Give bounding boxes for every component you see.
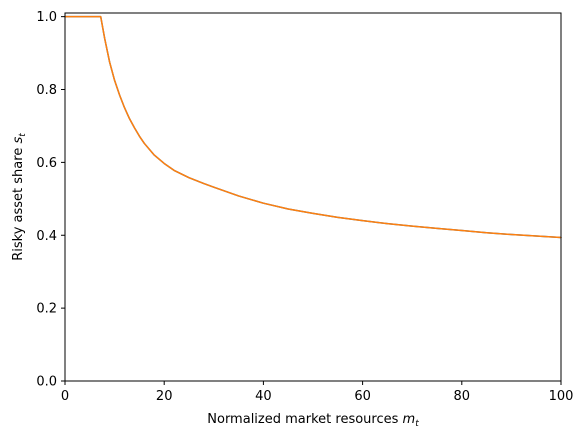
- y-axis-label: Risky asset share st: [11, 133, 28, 261]
- series-line-1: [64, 15, 562, 239]
- y-tick-label: 0.2: [36, 302, 57, 317]
- axes-frame: [64, 12, 562, 382]
- x-axis: 0 20 40 60 80 100: [61, 381, 574, 404]
- y-axis: 0.0 0.2 0.4 0.6 0.8 1.0: [36, 10, 65, 390]
- y-tick-label: 0.8: [36, 83, 57, 98]
- x-tick-label: 80: [454, 389, 471, 404]
- x-tick-label: 60: [354, 389, 371, 404]
- y-tick-label: 0.0: [36, 375, 57, 390]
- x-axis-label-text: Normalized market resources: [207, 412, 402, 427]
- y-axis-label-sub: t: [18, 133, 28, 137]
- x-axis-label: Normalized market resources mt: [207, 412, 419, 429]
- x-tick-label: 40: [255, 389, 272, 404]
- x-tick-label: 0: [61, 389, 69, 404]
- y-tick-label: 0.4: [36, 229, 57, 244]
- x-axis-label-var: m: [403, 412, 416, 427]
- x-tick-label: 100: [549, 389, 574, 404]
- y-axis-label-var: s: [11, 137, 26, 144]
- plot-area: [64, 15, 562, 239]
- y-tick-label: 0.6: [36, 156, 57, 171]
- x-axis-label-sub: t: [415, 419, 419, 429]
- y-axis-label-text: Risky asset share: [11, 144, 26, 261]
- x-tick-label: 20: [156, 389, 173, 404]
- y-tick-label: 1.0: [36, 10, 57, 25]
